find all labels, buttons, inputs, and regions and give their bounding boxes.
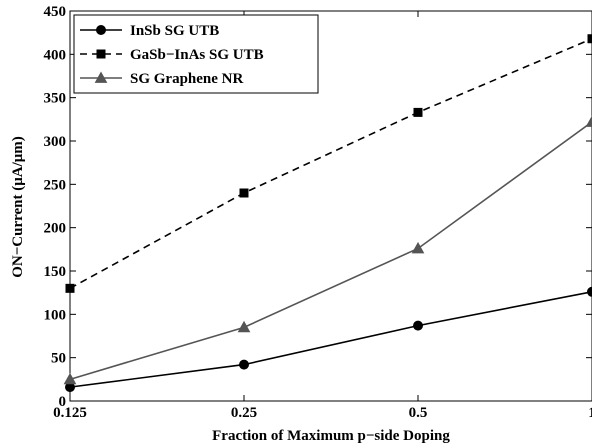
x-tick-label: 0.5 bbox=[409, 405, 428, 421]
data-point bbox=[413, 107, 423, 117]
y-tick-label: 100 bbox=[44, 307, 67, 323]
data-point bbox=[587, 286, 592, 297]
data-point bbox=[65, 283, 75, 293]
series-layer bbox=[63, 34, 592, 393]
series-0 bbox=[65, 286, 592, 393]
data-point bbox=[63, 372, 77, 385]
y-tick-label: 200 bbox=[44, 221, 67, 237]
y-tick-label: 0 bbox=[59, 394, 67, 410]
series-line bbox=[69, 291, 592, 388]
legend-label: GaSb−InAs SG UTB bbox=[130, 47, 264, 63]
y-tick-label: 250 bbox=[44, 177, 67, 193]
data-point bbox=[585, 115, 592, 127]
series-1 bbox=[65, 34, 592, 293]
legend-marker bbox=[96, 25, 106, 35]
y-tick-label: 50 bbox=[51, 351, 66, 367]
x-tick-label: 0.25 bbox=[231, 405, 257, 421]
y-tick-label: 400 bbox=[44, 47, 67, 63]
data-point bbox=[239, 188, 249, 198]
series-line bbox=[69, 37, 592, 290]
y-axis-label: ON−Current (μA/μm) bbox=[10, 136, 26, 278]
data-point bbox=[237, 320, 251, 333]
legend-box bbox=[73, 14, 319, 94]
data-point bbox=[587, 34, 592, 44]
x-axis-label: Fraction of Maximum p−side Doping bbox=[212, 428, 450, 444]
x-tick-label: 1 bbox=[588, 405, 592, 421]
data-point bbox=[239, 359, 249, 370]
data-point bbox=[413, 320, 423, 331]
series-line bbox=[69, 121, 592, 381]
y-tick-label: 350 bbox=[44, 91, 67, 107]
x-tick-label: 0.125 bbox=[53, 405, 87, 421]
tick-layer: 0 50 100 150 200 250 300 350 400 450 0.125 0.25 0.5 1 bbox=[44, 4, 592, 421]
legend-marker bbox=[96, 49, 106, 59]
data-point bbox=[411, 241, 425, 254]
series-2 bbox=[63, 115, 592, 385]
y-tick-label: 300 bbox=[44, 134, 67, 150]
y-tick-label: 450 bbox=[44, 4, 67, 20]
legend: InSb SG UTB GaSb−InAs SG UTB SG Graphene N… bbox=[73, 14, 319, 94]
y-tick-label: 150 bbox=[44, 264, 67, 280]
legend-marker bbox=[94, 71, 108, 83]
legend-label: InSb SG UTB bbox=[130, 23, 219, 39]
legend-label: SG Graphene NR bbox=[130, 71, 244, 87]
